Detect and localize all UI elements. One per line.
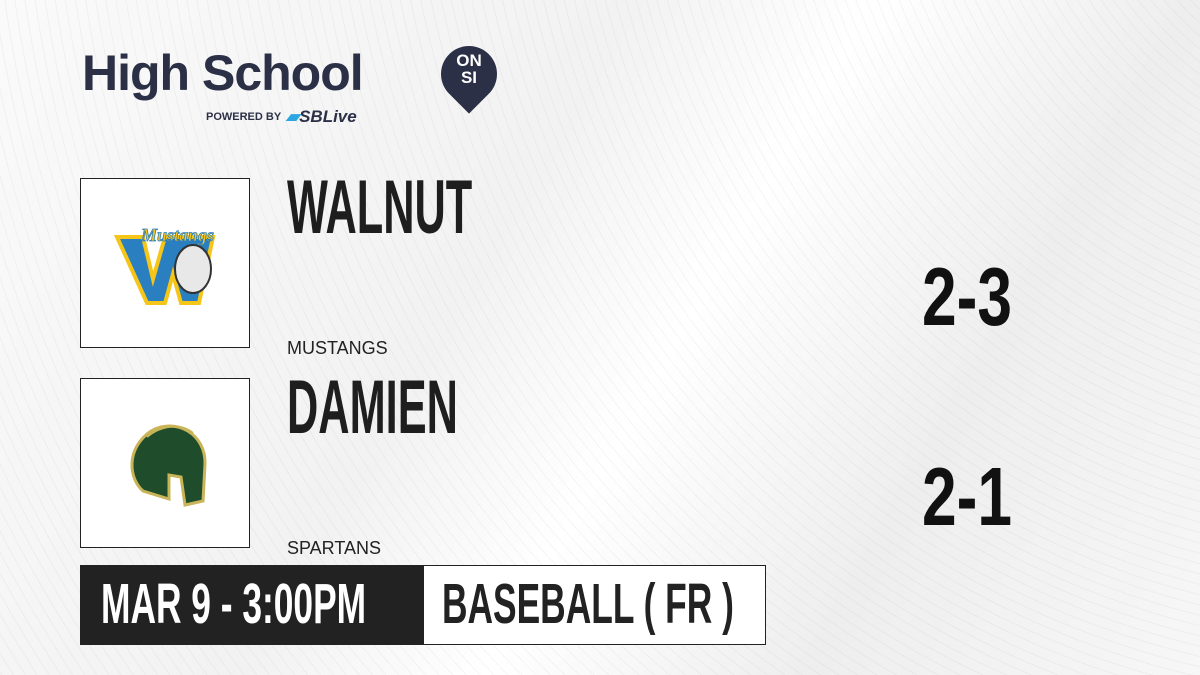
team-mascot-walnut: MUSTANGS [287, 338, 388, 358]
team-record-walnut: 2-3 [922, 250, 1012, 343]
svg-text:Mustangs: Mustangs [140, 225, 214, 245]
team-name-walnut: WALNUT [287, 165, 473, 250]
damien-logo-box [80, 378, 250, 548]
game-sport: BASEBALL ( FR ) [442, 572, 734, 636]
spartan-helmet-logo [130, 424, 207, 507]
mustangs-logo: Mustangs [113, 225, 216, 305]
walnut-logo-box: Mustangs [80, 178, 250, 348]
sblive-logo: ▰SBLive [286, 107, 357, 126]
game-datetime: MAR 9 - 3:00PM [101, 572, 367, 636]
team-mascot-damien: SPARTANS [287, 538, 382, 558]
team-record-damien: 2-1 [922, 450, 1012, 543]
game-datetime-panel [80, 565, 423, 645]
game-sport-panel [423, 565, 766, 645]
brand-title: High School [82, 45, 364, 101]
on-si-badge: ON SI [456, 51, 482, 87]
team-name-damien: DAMIEN [287, 365, 458, 450]
powered-by-label: POWERED BY [206, 111, 282, 123]
